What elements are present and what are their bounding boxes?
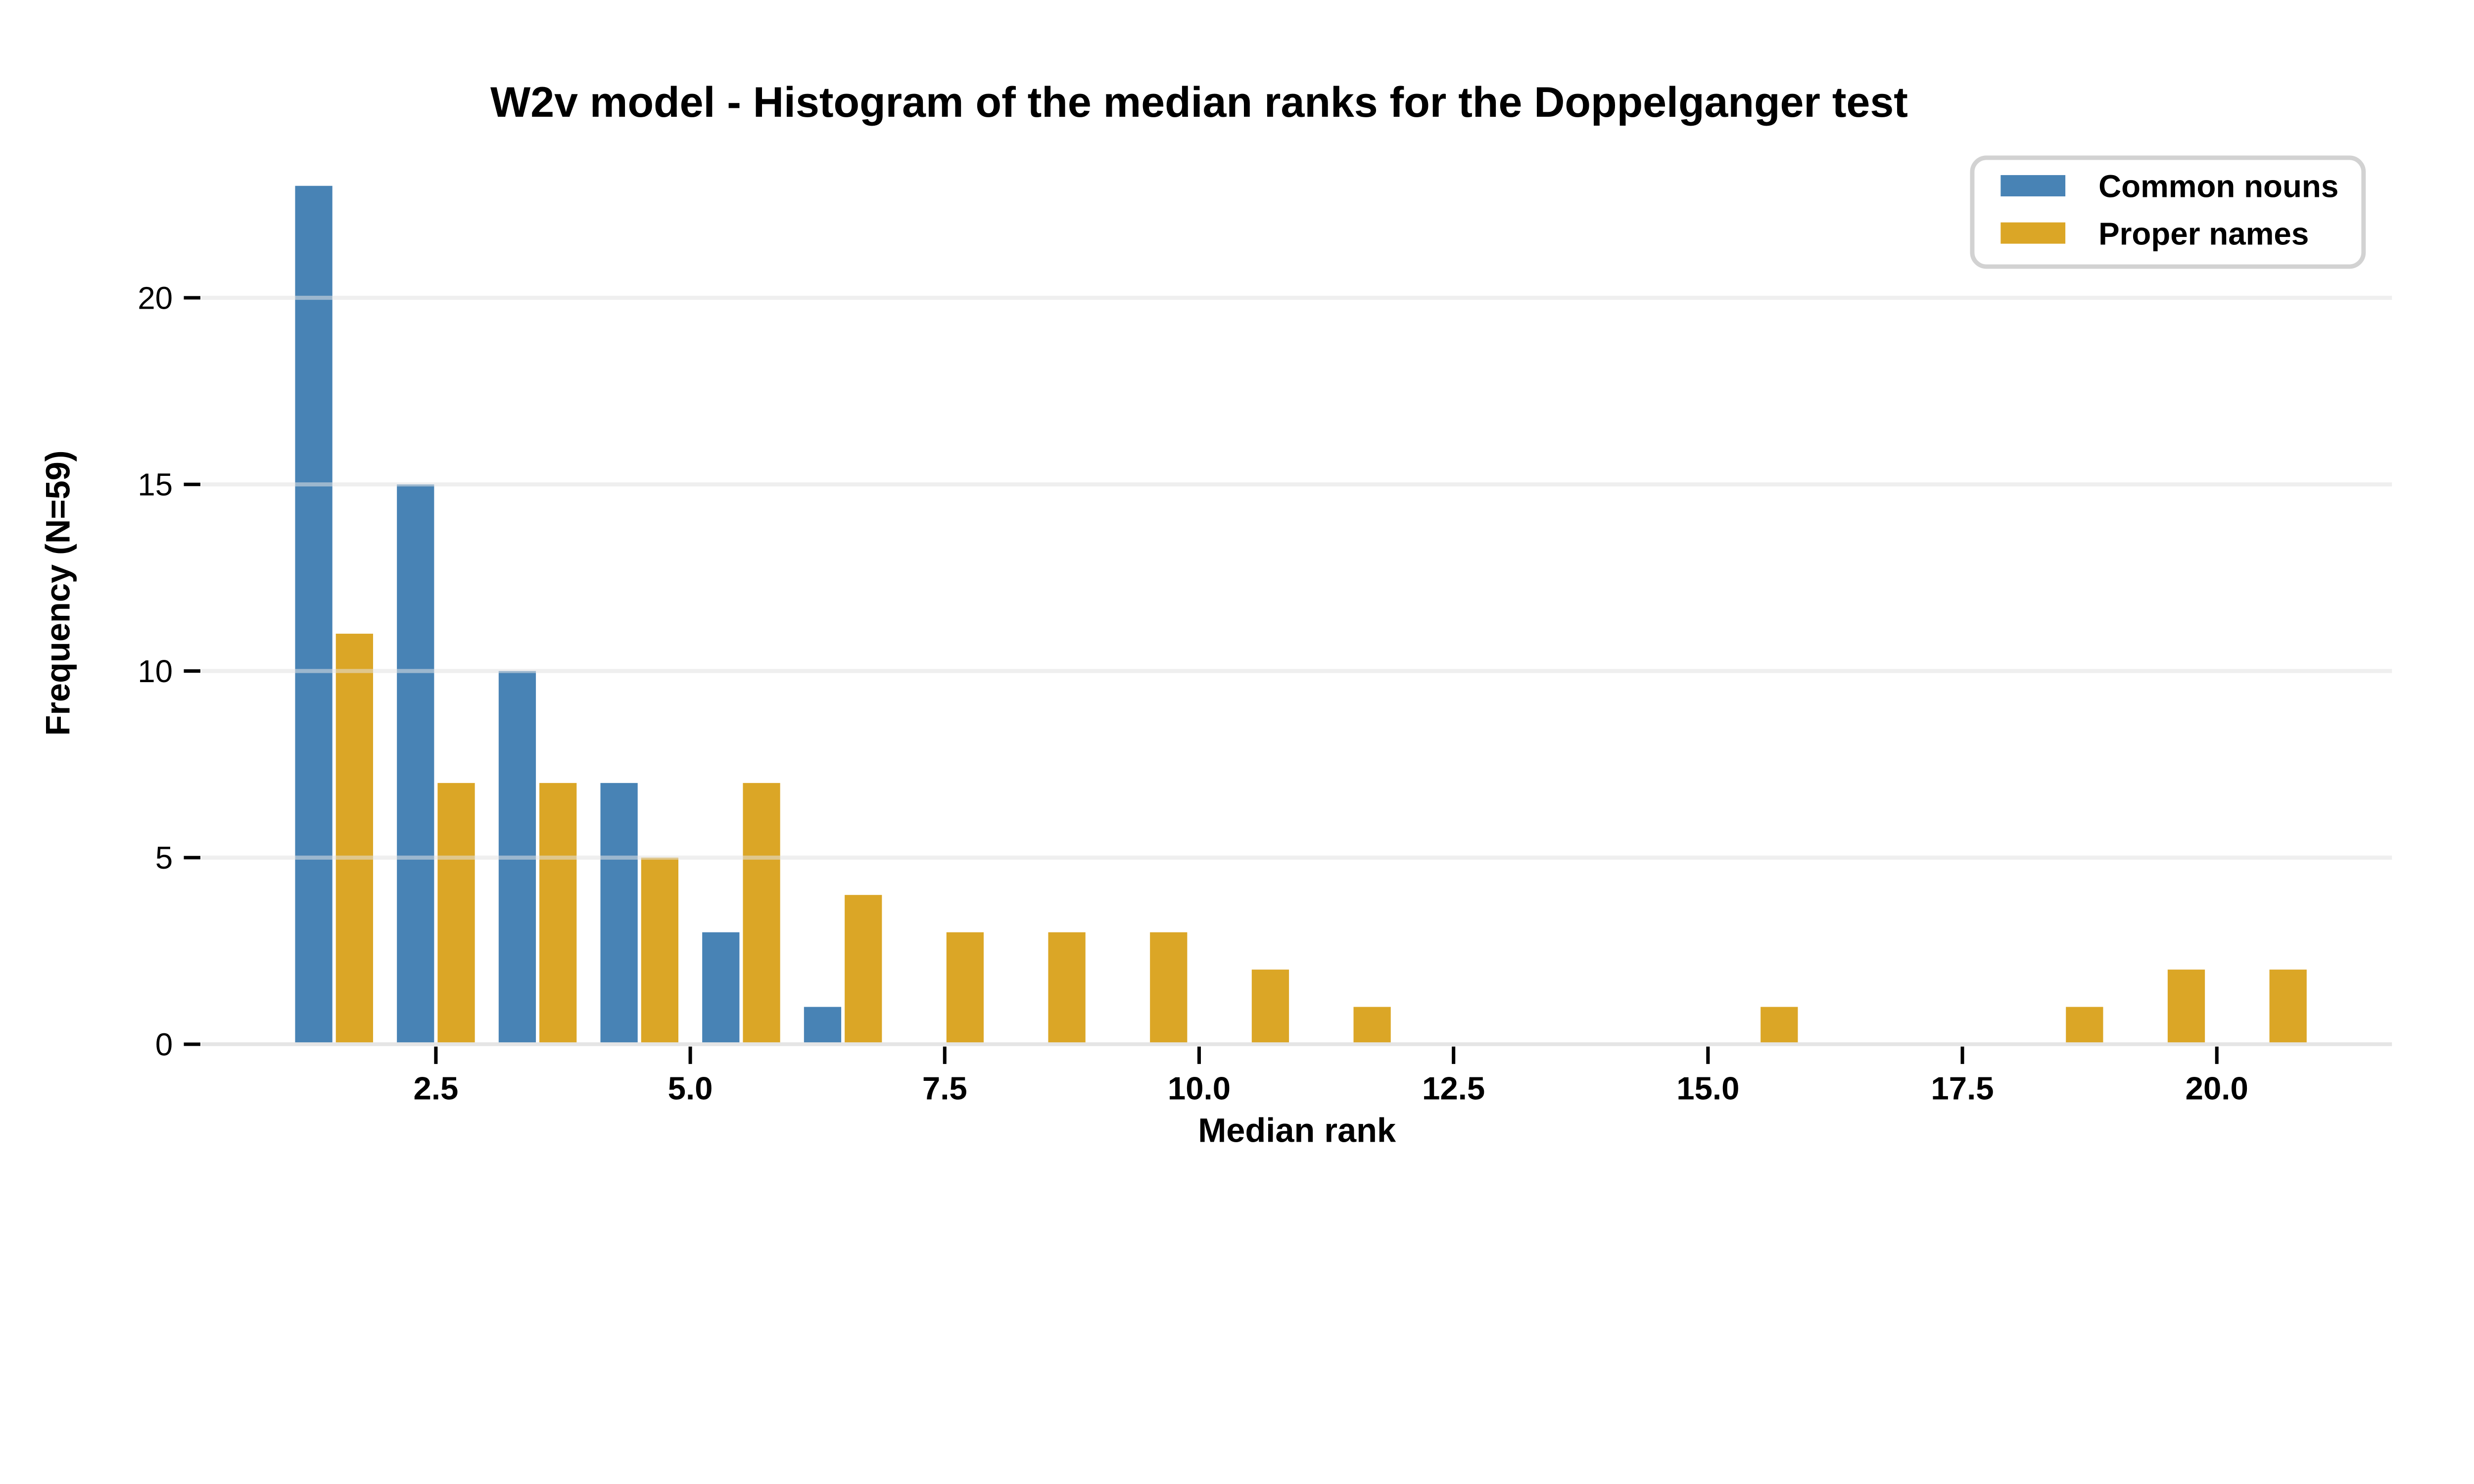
bar-common-nouns-bin-6: [804, 1007, 842, 1044]
bar-proper-names-bin-8: [1048, 932, 1086, 1044]
chart-title: W2v model - Histogram of the median rank…: [490, 79, 1908, 126]
legend-border: [1970, 155, 2366, 269]
x-tick-label-17.5: 17.5: [1931, 1070, 1994, 1107]
x-tick-label-7.5: 7.5: [922, 1070, 967, 1107]
x-tick-label-10: 10.0: [1168, 1070, 1231, 1107]
y-tick-label-5: 5: [155, 840, 173, 876]
histogram-figure: 0 5 10 15 20 2.5 5.0 7.5 10.0 12.5 15.0 17.5 20.0 W2…: [39, 78, 2392, 1150]
ticks-layer: [184, 296, 2219, 1064]
bar-proper-names-bin-5: [743, 783, 780, 1044]
bar-proper-names-bin-20: [2269, 970, 2307, 1044]
x-tick-label-5: 5.0: [668, 1070, 713, 1107]
bar-common-nouns-bin-2: [397, 484, 434, 1044]
x-tick-label-12.5: 12.5: [1422, 1070, 1485, 1107]
legend-label-common-nouns: Common nouns: [2098, 169, 2338, 204]
y-tick-label-0: 0: [155, 1026, 173, 1062]
bar-common-nouns-bin-1: [295, 186, 333, 1044]
x-tick-label-15: 15.0: [1676, 1070, 1739, 1107]
bar-proper-names-bin-7: [946, 932, 984, 1044]
x-tick-label-2.5: 2.5: [413, 1070, 458, 1107]
bar-common-nouns-bin-5: [702, 932, 740, 1044]
y-tick-label-20: 20: [138, 280, 173, 316]
x-tick-label-20: 20.0: [2186, 1070, 2248, 1107]
bar-proper-names-bin-18: [2066, 1007, 2103, 1044]
bar-proper-names-bin-11: [1353, 1007, 1391, 1044]
y-tick-label-15: 15: [138, 467, 173, 503]
bar-proper-names-bin-1: [335, 634, 373, 1044]
bars-layer: [295, 186, 2307, 1044]
legend-label-proper-names: Proper names: [2098, 216, 2309, 251]
gridlines-layer: [201, 295, 2392, 860]
bar-proper-names-bin-6: [845, 895, 882, 1044]
bar-proper-names-bin-15: [1760, 1007, 1798, 1044]
bar-proper-names-bin-2: [437, 783, 475, 1044]
y-tick-label-10: 10: [138, 653, 173, 689]
tick-labels-layer: 0 5 10 15 20 2.5 5.0 7.5 10.0 12.5 15.0 17.5 20.0: [138, 280, 2248, 1106]
legend-swatch-proper-names: [2000, 222, 2066, 244]
bar-proper-names-bin-9: [1150, 932, 1188, 1044]
bar-common-nouns-bin-4: [600, 783, 638, 1044]
legend-swatch-common-nouns: [2000, 175, 2066, 197]
bar-proper-names-bin-10: [1251, 970, 1289, 1044]
bar-proper-names-bin-4: [641, 857, 679, 1044]
x-axis-label: Median rank: [1198, 1112, 1396, 1150]
legend-box: Common nouns Proper names: [1970, 155, 2366, 269]
bar-proper-names-bin-19: [2167, 970, 2205, 1044]
y-axis-label: Frequency (N=59): [39, 450, 77, 736]
bar-proper-names-bin-3: [539, 783, 577, 1044]
